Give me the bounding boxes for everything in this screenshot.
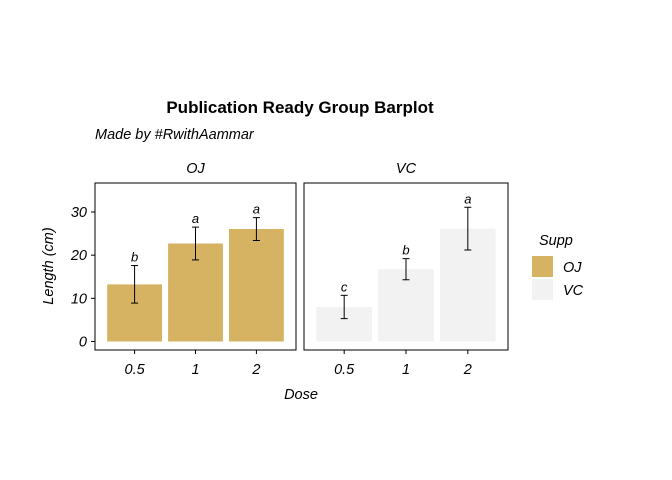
y-tick-label: 0 — [79, 335, 87, 351]
y-axis: 0 10 20 30 — [70, 205, 95, 351]
legend-title: Supp — [539, 233, 573, 249]
x-axis-title: Dose — [284, 387, 318, 403]
legend: Supp OJ VC — [532, 233, 584, 300]
significance-label: a — [253, 202, 260, 217]
y-tick-label: 30 — [71, 205, 87, 221]
legend-swatch-oj — [532, 256, 553, 277]
significance-label: a — [464, 191, 471, 206]
panel-vc: c 0.5 b 1 a 2 VC — [303, 161, 509, 378]
x-tick-label: 1 — [402, 362, 410, 378]
legend-swatch-vc — [532, 279, 553, 300]
panel-border — [94, 182, 297, 351]
significance-label: a — [192, 211, 199, 226]
y-tick-label: 10 — [71, 291, 87, 307]
x-tick-label: 2 — [463, 362, 472, 378]
legend-label-vc: VC — [563, 283, 584, 299]
x-tick-label: 1 — [191, 362, 199, 378]
bar-oj-2 — [229, 229, 284, 342]
facet-panels: b 0.5 a 1 a 2 OJ c 0.5 b 1 a 2 VC — [94, 161, 509, 378]
x-tick-label: 2 — [251, 362, 260, 378]
bar-vc-1 — [378, 269, 434, 342]
chart-subtitle: Made by #RwithAammar — [95, 127, 255, 143]
panel-border — [303, 182, 509, 351]
significance-label: c — [341, 279, 348, 294]
panel-oj: b 0.5 a 1 a 2 OJ — [94, 161, 297, 378]
y-tick-label: 20 — [70, 248, 87, 264]
chart-title: Publication Ready Group Barplot — [166, 98, 434, 117]
facet-strip-label: VC — [396, 161, 417, 177]
significance-label: b — [131, 250, 138, 265]
x-tick-label: 0.5 — [334, 362, 355, 378]
significance-label: b — [402, 243, 409, 258]
facet-strip-label: OJ — [186, 161, 205, 177]
x-tick-label: 0.5 — [125, 362, 146, 378]
legend-label-oj: OJ — [563, 260, 582, 276]
y-axis-title: Length (cm) — [41, 227, 57, 304]
